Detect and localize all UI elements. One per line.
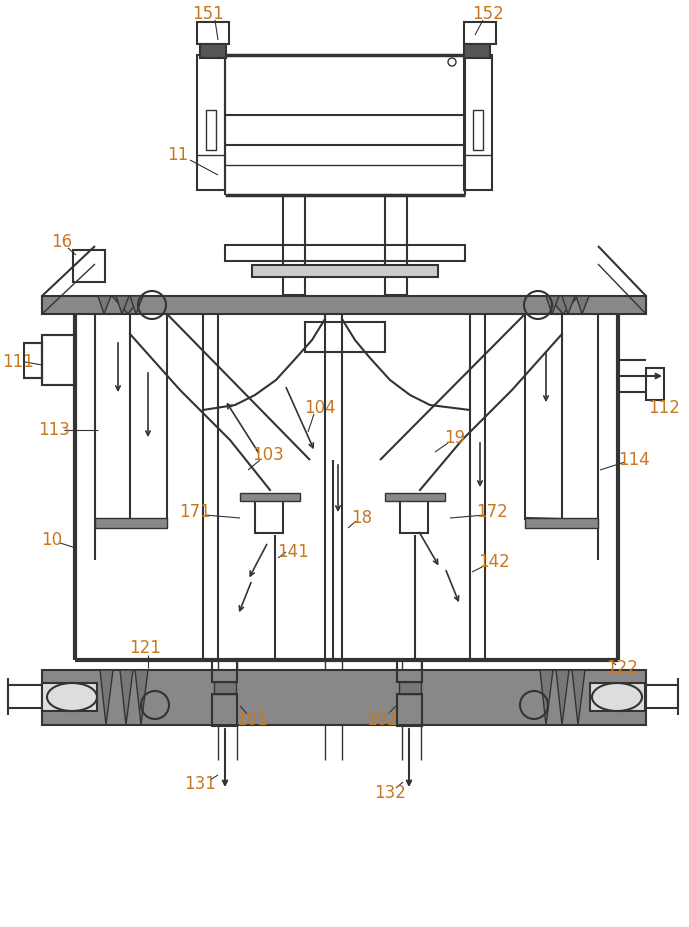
Polygon shape — [562, 296, 575, 314]
Polygon shape — [100, 670, 113, 725]
Bar — [252, 265, 438, 277]
Text: 112: 112 — [648, 399, 680, 417]
Text: 104: 104 — [304, 399, 336, 417]
Text: 121: 121 — [129, 639, 161, 657]
Bar — [646, 368, 664, 400]
Polygon shape — [135, 670, 148, 725]
Polygon shape — [546, 296, 559, 314]
Text: 131: 131 — [184, 775, 216, 793]
Polygon shape — [572, 670, 585, 725]
Bar — [197, 22, 229, 44]
Bar — [464, 55, 492, 190]
Polygon shape — [548, 296, 578, 314]
Bar — [214, 682, 236, 694]
Bar — [95, 518, 167, 528]
Bar — [590, 683, 645, 711]
Polygon shape — [130, 296, 143, 314]
Bar — [206, 110, 216, 150]
Ellipse shape — [592, 683, 642, 711]
Text: 19: 19 — [444, 429, 466, 447]
Text: 111: 111 — [2, 353, 34, 371]
Bar — [255, 495, 283, 533]
Text: 18: 18 — [351, 509, 373, 527]
Bar — [200, 44, 226, 58]
Polygon shape — [98, 296, 111, 314]
Bar — [525, 518, 598, 528]
Bar — [73, 250, 105, 282]
Bar — [42, 296, 646, 314]
Text: 102: 102 — [366, 711, 398, 729]
Text: 142: 142 — [478, 553, 510, 571]
Text: 10: 10 — [41, 531, 63, 549]
Bar — [42, 670, 646, 725]
Text: 172: 172 — [476, 503, 508, 521]
Bar — [399, 682, 421, 694]
Ellipse shape — [47, 683, 97, 711]
Polygon shape — [576, 296, 589, 314]
Polygon shape — [120, 670, 133, 725]
Text: 16: 16 — [52, 233, 72, 251]
Text: 152: 152 — [472, 5, 504, 23]
Text: 113: 113 — [38, 421, 70, 439]
Bar — [473, 110, 483, 150]
Text: 114: 114 — [618, 451, 650, 469]
Bar — [42, 683, 97, 711]
Text: 151: 151 — [192, 5, 224, 23]
Bar — [385, 493, 445, 501]
Bar — [400, 495, 428, 533]
Bar — [283, 195, 305, 295]
Bar — [240, 493, 300, 501]
Text: 132: 132 — [374, 784, 406, 802]
Bar — [464, 22, 496, 44]
Bar — [305, 322, 385, 352]
Bar — [225, 245, 465, 261]
Text: 122: 122 — [606, 659, 638, 677]
Polygon shape — [556, 670, 569, 725]
Bar — [212, 660, 237, 682]
Text: 171: 171 — [179, 503, 211, 521]
Polygon shape — [116, 296, 129, 314]
Text: 101: 101 — [236, 711, 268, 729]
Text: 11: 11 — [167, 146, 189, 164]
Polygon shape — [112, 296, 142, 314]
Text: 103: 103 — [252, 446, 284, 464]
Bar — [397, 660, 422, 682]
Bar — [212, 694, 237, 726]
Text: 141: 141 — [277, 543, 309, 561]
Bar — [397, 694, 422, 726]
Bar — [385, 195, 407, 295]
Polygon shape — [540, 670, 553, 725]
Bar — [24, 343, 42, 378]
Bar — [42, 335, 75, 385]
Bar — [197, 55, 225, 190]
Bar — [464, 44, 490, 58]
